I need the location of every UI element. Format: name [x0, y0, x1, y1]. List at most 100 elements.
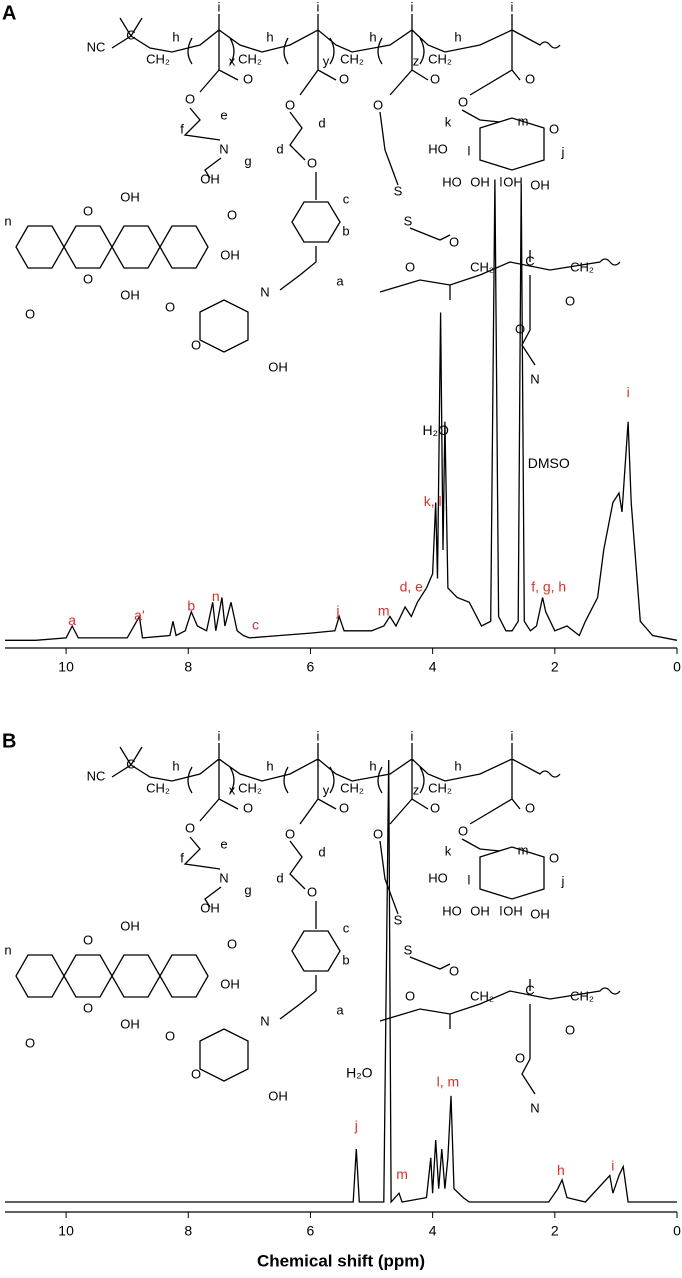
spectrum	[5, 179, 678, 641]
atom-label: O	[243, 71, 253, 86]
peak-label: H₂O	[346, 1065, 373, 1081]
x-tick-label: 6	[307, 1223, 315, 1239]
atom-label: n	[4, 213, 11, 228]
atom-label: OH	[268, 359, 288, 374]
x-axis-label: Chemical shift (ppm)	[257, 1251, 425, 1270]
atom-label: C	[126, 27, 135, 42]
atom-label: i	[218, 0, 221, 14]
ring	[111, 225, 161, 269]
atom-label: HO	[442, 174, 462, 189]
ring	[199, 299, 249, 353]
atom-label: O	[165, 299, 175, 314]
atom-label: i	[511, 0, 514, 14]
peak-label: d, e	[400, 579, 424, 595]
atom-label: OH	[470, 174, 490, 189]
peak-label: i	[627, 384, 630, 400]
atom-label: C	[525, 253, 534, 268]
atom-label: O	[191, 337, 201, 352]
atom-label: S	[394, 183, 403, 198]
ring	[291, 201, 341, 243]
atom-label: O	[307, 155, 317, 170]
atom-label: i	[411, 0, 414, 14]
x-tick-label: 6	[307, 659, 315, 675]
atom-label: l	[468, 143, 471, 158]
atom-label: O	[565, 293, 575, 308]
atom-label: S	[404, 213, 413, 228]
peak-label: j	[335, 602, 339, 618]
x-tick-label: 10	[58, 659, 74, 675]
peak-label: k, l	[424, 493, 442, 509]
atom-label: g	[244, 153, 251, 168]
atom-label: OH	[120, 189, 140, 204]
atom-label: N	[219, 141, 228, 156]
peak-label: a'	[134, 607, 144, 623]
atom-label: l	[500, 174, 503, 189]
peak-label: h	[557, 1162, 565, 1178]
atom-label: O	[458, 94, 468, 109]
atom-label: j	[561, 144, 565, 159]
atom-label: O	[549, 121, 559, 136]
peak-label: DMSO	[528, 455, 570, 471]
atom-label: i	[317, 0, 320, 14]
atom-label: O	[373, 97, 383, 112]
atom-label: h	[369, 29, 376, 44]
atom-label: O	[405, 259, 415, 274]
atom-label: b	[342, 223, 349, 238]
peak-label: m	[378, 602, 390, 618]
atom-label: OH	[120, 287, 140, 302]
atom-label: O	[83, 271, 93, 286]
ring	[63, 225, 113, 269]
atom-label: CH₂	[470, 259, 494, 274]
atom-label: OH	[530, 177, 550, 192]
atom-label: y	[323, 53, 330, 68]
peak-label: m	[396, 1166, 408, 1182]
atom-label: O	[339, 71, 349, 86]
atom-label: O	[227, 207, 237, 222]
atom-label: h	[266, 29, 273, 44]
peak-label: a	[68, 612, 76, 628]
atom-label: O	[449, 234, 459, 249]
atom-label: e	[220, 107, 227, 122]
atom-label: CH₂	[146, 51, 170, 66]
chemical-structure: NCC hCH₂ixhCH₂iyhCH₂izhCH₂iOOefNgOHOOHOHO…	[4, 0, 621, 386]
x-tick-label: 8	[184, 1223, 192, 1239]
chemical-structure-copy	[3, 727, 621, 1117]
peak-label: c	[252, 617, 259, 633]
backbone	[111, 14, 621, 366]
peak-label: H₂O	[422, 422, 449, 438]
atom-label: h	[172, 29, 179, 44]
peak-label: n	[212, 588, 220, 604]
atom-label: m	[518, 113, 529, 128]
x-tick-label: 0	[673, 1223, 681, 1239]
atom-label: NC	[87, 39, 106, 54]
atom-label: CH₂	[340, 51, 364, 66]
atom-label: O	[25, 306, 35, 321]
peak-label: j	[354, 1118, 358, 1134]
atom-label: z	[413, 53, 420, 68]
atom-label: OH	[200, 171, 220, 186]
atom-label: a	[336, 273, 344, 288]
x-tick-label: 8	[184, 659, 192, 675]
atom-label: d	[318, 115, 325, 130]
atom-label: OH	[503, 174, 523, 189]
atom-label: N	[260, 284, 269, 299]
peak-label: f, g, h	[531, 579, 566, 595]
peak-label: l, m	[437, 1073, 460, 1089]
ring	[15, 225, 65, 269]
atom-label: h	[454, 29, 461, 44]
atom-label: x	[229, 53, 236, 68]
atom-label: O	[430, 71, 440, 86]
ring	[479, 117, 545, 171]
atom-label: HO	[428, 141, 448, 156]
atom-label: k	[445, 114, 452, 129]
x-tick-label: 2	[551, 1223, 559, 1239]
atom-label: OH	[220, 247, 240, 262]
x-tick-label: 2	[551, 659, 559, 675]
ring	[159, 225, 209, 269]
panel-label: B	[2, 730, 16, 752]
atom-label: d	[276, 141, 283, 156]
x-tick-label: 10	[58, 1223, 74, 1239]
atom-label: O	[83, 203, 93, 218]
